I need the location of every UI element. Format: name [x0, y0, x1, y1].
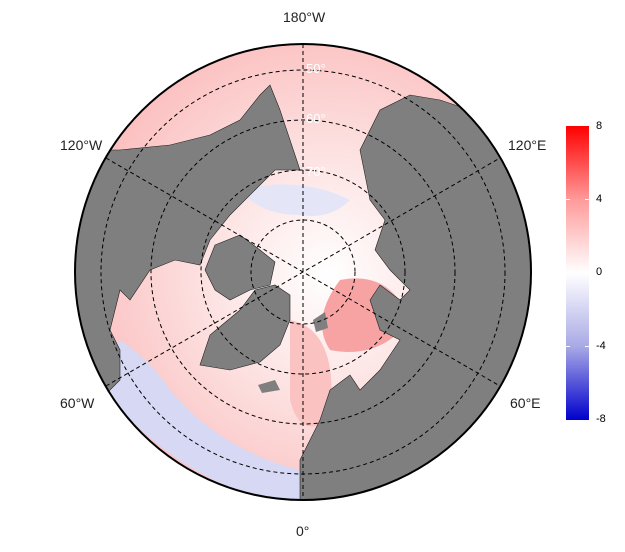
lon-label-60w: 60°W	[60, 395, 95, 411]
land-iceland	[258, 380, 280, 393]
colorbar-tick-neg8: -8	[596, 413, 606, 425]
colorbar-tick-neg4: -4	[596, 340, 606, 352]
lon-label-60e: 60°E	[510, 395, 541, 411]
map-boundary	[74, 43, 532, 501]
lon-label-180w: 180°W	[283, 9, 326, 25]
colorbar-tick-4: 4	[596, 193, 603, 205]
colorbar	[566, 126, 589, 420]
lat-label-50: 50°	[306, 61, 326, 76]
negative-anomaly-region	[100, 340, 300, 500]
colorbar-tick-8: 8	[596, 120, 603, 132]
land-arctic-archipelago	[204, 234, 276, 301]
colorbar-tick-0: 0	[596, 266, 603, 278]
lat-label-60: 60°	[306, 111, 326, 126]
positive-anomaly-region	[290, 320, 332, 427]
land-north-america	[75, 84, 301, 401]
lon-label-120w: 120°W	[60, 137, 103, 153]
lon-label-120e: 120°E	[508, 137, 547, 153]
land-greenland	[199, 284, 291, 371]
negative-anomaly-region	[240, 184, 350, 216]
lon-label-0: 0°	[296, 523, 310, 539]
graticule	[100, 44, 506, 500]
lat-label-70: 70°	[306, 164, 326, 179]
land-svalbard	[313, 312, 328, 332]
